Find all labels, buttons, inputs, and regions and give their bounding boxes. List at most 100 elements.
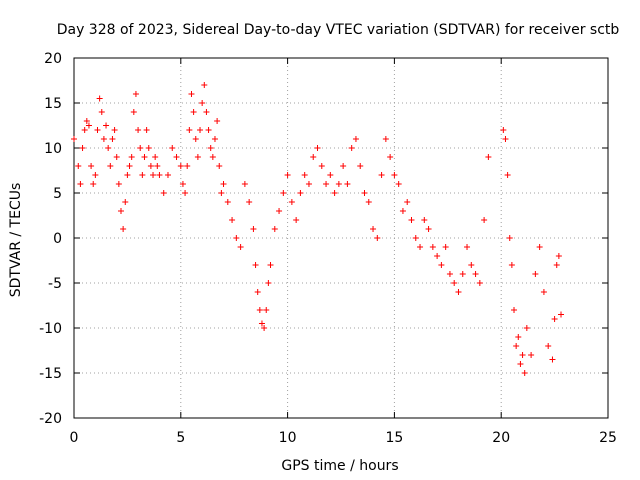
data-point	[130, 109, 137, 115]
data-point	[472, 271, 479, 277]
data-point	[107, 163, 114, 169]
data-point	[122, 199, 129, 205]
data-point	[500, 127, 507, 133]
data-point	[464, 244, 471, 250]
data-point	[182, 190, 189, 196]
data-point	[109, 136, 116, 142]
data-point	[207, 145, 214, 151]
data-point	[314, 145, 321, 151]
data-point	[280, 190, 287, 196]
data-point	[408, 217, 415, 223]
y-tick-label: 20	[44, 51, 62, 67]
data-point	[549, 356, 556, 363]
data-point	[532, 271, 539, 277]
y-tick-label: 15	[44, 96, 62, 112]
data-point	[361, 190, 368, 196]
data-point	[252, 262, 259, 268]
y-tick-label: 5	[53, 186, 62, 202]
data-point	[327, 172, 334, 178]
data-point	[145, 145, 152, 151]
data-point	[246, 199, 253, 205]
data-point	[139, 172, 146, 178]
data-point	[77, 181, 84, 187]
y-axis-label: SDTVAR / TECUs	[8, 183, 24, 298]
data-point	[404, 199, 411, 205]
x-tick-label: 10	[279, 430, 297, 446]
data-point	[536, 244, 543, 250]
x-tick-label: 25	[599, 430, 617, 446]
y-tick-label: -5	[48, 276, 62, 292]
data-point	[370, 226, 377, 232]
data-point	[218, 190, 225, 196]
data-point	[352, 136, 359, 142]
data-point	[113, 154, 120, 160]
data-point	[164, 172, 171, 178]
data-point	[214, 118, 221, 124]
data-point	[555, 253, 562, 259]
data-point	[233, 235, 240, 241]
x-axis: 0 5 10 15 20 25	[70, 58, 617, 446]
data-point	[141, 154, 148, 160]
grid	[74, 58, 608, 418]
data-point	[528, 352, 535, 358]
data-point	[276, 208, 283, 214]
data-point	[288, 199, 295, 205]
y-tick-label: -20	[39, 411, 62, 427]
data-point	[513, 343, 520, 349]
y-axis: -20 -15 -10 -5 0 5 10 15 20	[39, 51, 608, 427]
data-point	[331, 190, 338, 196]
data-point	[421, 217, 428, 223]
data-point	[348, 145, 355, 151]
data-point	[98, 109, 105, 115]
data-point	[442, 244, 449, 250]
data-point	[143, 127, 150, 133]
data-point	[205, 127, 212, 133]
data-point	[81, 127, 88, 133]
data-points	[71, 82, 565, 376]
data-point	[558, 311, 565, 318]
data-point	[515, 334, 522, 340]
data-point	[429, 244, 436, 250]
data-point	[194, 154, 201, 160]
data-point	[553, 262, 560, 268]
data-point	[124, 172, 131, 178]
data-point	[434, 253, 441, 259]
data-point	[103, 122, 110, 129]
data-point	[455, 289, 462, 295]
data-point	[517, 361, 524, 367]
data-point	[120, 226, 127, 232]
data-point	[519, 352, 526, 358]
data-point	[83, 118, 90, 124]
data-point	[485, 154, 492, 160]
y-tick-label: -10	[39, 321, 62, 337]
data-point	[425, 226, 432, 232]
data-point	[365, 199, 372, 205]
data-point	[216, 163, 223, 169]
data-point	[387, 154, 394, 160]
data-point	[391, 172, 398, 178]
data-point	[105, 145, 112, 151]
x-tick-label: 20	[492, 430, 510, 446]
data-point	[126, 163, 133, 169]
data-point	[357, 163, 364, 169]
y-tick-label: 0	[53, 231, 62, 247]
data-point	[310, 154, 317, 160]
data-point	[115, 181, 122, 187]
data-point	[523, 325, 530, 331]
data-point	[256, 307, 263, 313]
data-point	[85, 122, 92, 129]
x-tick-label: 0	[70, 430, 79, 446]
data-point	[468, 262, 475, 268]
data-point	[128, 154, 135, 160]
data-point	[267, 262, 274, 268]
data-point	[258, 320, 265, 327]
data-point	[150, 172, 157, 178]
data-point	[190, 109, 197, 115]
data-point	[211, 136, 218, 142]
data-point	[94, 127, 101, 133]
data-point	[374, 235, 381, 241]
x-axis-label: GPS time / hours	[281, 458, 398, 474]
data-point	[203, 109, 210, 115]
data-point	[446, 271, 453, 277]
data-point	[169, 145, 176, 151]
